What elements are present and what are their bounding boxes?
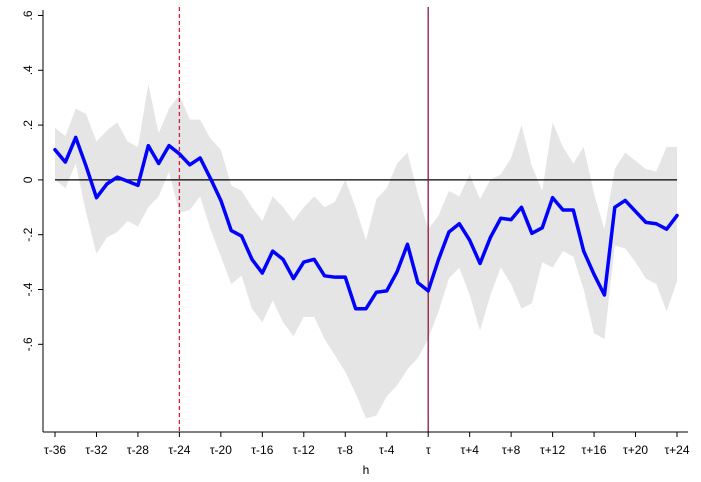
data-point <box>105 182 109 186</box>
data-point <box>271 249 275 253</box>
data-point <box>53 148 57 152</box>
data-point <box>592 273 596 276</box>
data-point <box>426 289 430 293</box>
data-point <box>95 196 98 200</box>
data-point <box>551 196 554 200</box>
data-point <box>489 236 492 239</box>
x-tick-label: τ-16 <box>251 443 273 457</box>
data-point <box>675 214 679 217</box>
data-point <box>364 307 368 311</box>
data-point <box>209 177 212 180</box>
data-point <box>613 205 617 209</box>
data-point <box>219 199 223 202</box>
x-tick-label: τ+20 <box>623 443 648 457</box>
data-point <box>136 183 140 187</box>
data-point <box>416 281 420 285</box>
data-point <box>312 257 316 261</box>
data-point <box>634 210 637 213</box>
x-tick-label: τ+24 <box>664 443 689 457</box>
x-tick-label: τ-8 <box>338 443 354 457</box>
data-point <box>167 144 171 148</box>
x-tick-label: τ-20 <box>210 443 232 457</box>
data-point <box>302 260 306 264</box>
x-tick-label: τ-12 <box>293 443 315 457</box>
data-point <box>84 164 88 168</box>
y-tick-label: -.4 <box>21 282 35 296</box>
data-point <box>198 156 202 160</box>
data-point <box>374 290 378 294</box>
data-point <box>260 271 264 275</box>
y-tick-label: .2 <box>21 120 35 130</box>
x-tick-label: τ-32 <box>85 443 107 457</box>
y-tick-label: -.2 <box>21 227 35 241</box>
x-tick-label: τ+8 <box>502 443 521 457</box>
y-tick-label: .4 <box>21 65 35 75</box>
data-point <box>509 218 513 222</box>
data-point <box>571 208 575 212</box>
data-point <box>292 277 295 280</box>
data-point <box>229 229 233 232</box>
data-point <box>406 242 409 246</box>
data-point <box>281 257 285 261</box>
data-point <box>63 160 67 164</box>
data-point <box>644 220 648 224</box>
data-point <box>654 222 658 226</box>
x-tick-label: τ+12 <box>540 443 565 457</box>
data-point <box>146 144 150 148</box>
data-point <box>250 257 254 261</box>
data-point <box>457 222 461 226</box>
x-tick-label: τ-4 <box>379 443 395 457</box>
data-point <box>74 136 78 139</box>
data-point <box>240 234 244 238</box>
x-tick-label: τ-24 <box>168 443 190 457</box>
y-tick-label: .6 <box>21 10 35 20</box>
data-point <box>157 162 161 165</box>
data-point <box>582 249 586 253</box>
x-tick-label: τ <box>426 443 431 457</box>
data-point <box>447 230 451 234</box>
data-point <box>188 163 192 167</box>
x-tick-label: τ-36 <box>44 443 66 457</box>
data-point <box>333 275 337 279</box>
data-point <box>499 216 503 220</box>
data-point <box>478 262 482 265</box>
data-point <box>323 274 326 278</box>
data-point <box>395 270 399 274</box>
confidence-band <box>55 83 677 419</box>
x-tick-label: τ+4 <box>460 443 479 457</box>
data-point <box>115 175 119 179</box>
x-axis-title: h <box>363 463 370 477</box>
x-tick-label: τ-28 <box>127 443 149 457</box>
x-tick-label: τ+16 <box>582 443 607 457</box>
data-point <box>623 199 627 202</box>
data-point <box>540 226 544 230</box>
data-point <box>126 179 129 183</box>
data-point <box>665 227 669 231</box>
data-point <box>603 293 606 297</box>
y-tick-label: -.6 <box>21 337 35 351</box>
data-point <box>530 231 534 235</box>
data-point <box>343 275 347 279</box>
data-point <box>468 238 472 242</box>
data-point <box>520 205 523 209</box>
y-tick-label: 0 <box>21 176 35 183</box>
data-point <box>178 152 181 156</box>
data-point <box>354 307 358 311</box>
data-point <box>437 257 440 261</box>
data-point <box>385 289 389 293</box>
data-point <box>561 208 565 212</box>
